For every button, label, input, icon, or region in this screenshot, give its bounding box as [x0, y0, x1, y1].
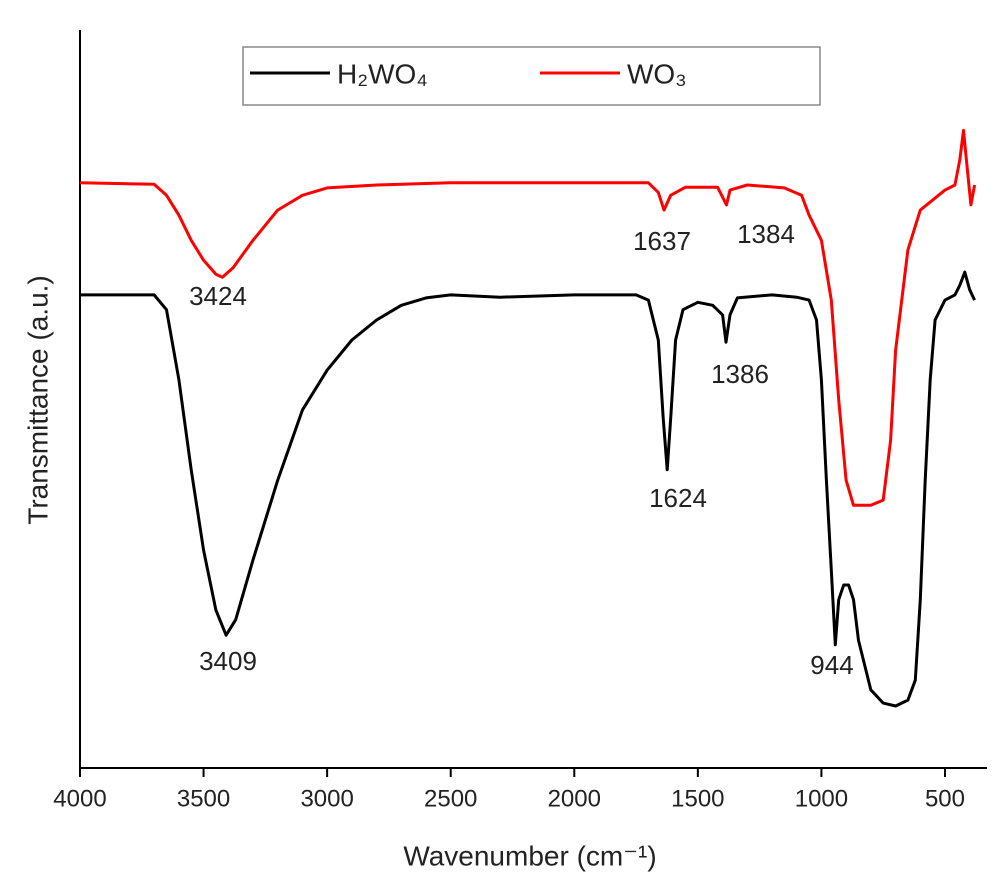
x-tick-label: 3500	[177, 785, 230, 812]
x-tick-label: 3000	[300, 785, 353, 812]
x-tick-label: 500	[925, 785, 965, 812]
peak-label: 3409	[199, 646, 257, 676]
spectrum-line	[79, 128, 977, 507]
peak-label: 1637	[633, 226, 691, 256]
y-axis-label: Transmittance (a.u.)	[22, 275, 53, 524]
peak-label: 1386	[711, 359, 769, 389]
legend-label: H₂WO₄	[337, 58, 428, 89]
x-tick-label: 2500	[424, 785, 477, 812]
x-tick-label: 2000	[548, 785, 601, 812]
peak-label: 1384	[737, 219, 795, 249]
peak-label: 944	[810, 650, 853, 680]
legend-box	[242, 46, 821, 106]
spectrum-line	[80, 270, 976, 708]
x-tick-label: 1000	[795, 785, 848, 812]
x-axis-label: Wavenumber (cm⁻¹)	[403, 840, 656, 871]
peak-label: 3424	[189, 281, 247, 311]
peak-label: 1624	[649, 483, 707, 513]
x-tick-label: 4000	[53, 785, 106, 812]
legend-label: WO₃	[627, 58, 687, 89]
x-tick-label: 1500	[671, 785, 724, 812]
